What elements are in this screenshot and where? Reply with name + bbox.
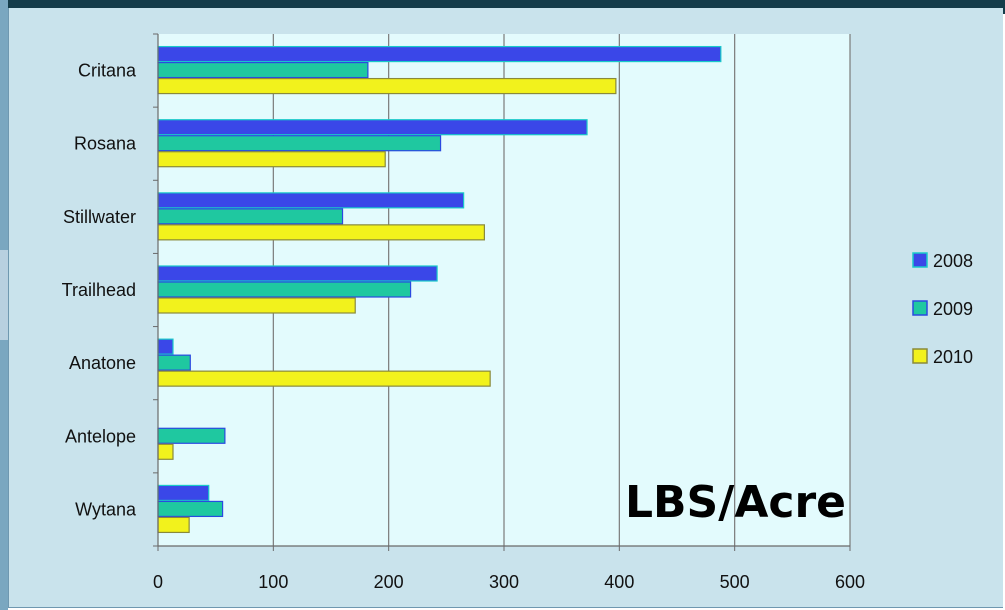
category-label-critana: Critana — [78, 61, 137, 81]
units-annotation: LBS/Acre — [625, 477, 846, 528]
category-label-anatone: Anatone — [69, 353, 136, 373]
bar-anatone-2010 — [157, 370, 491, 387]
x-tick-label-400: 400 — [604, 572, 634, 592]
legend-label-2010: 2010 — [933, 347, 973, 367]
x-tick-label-300: 300 — [489, 572, 519, 592]
category-label-trailhead: Trailhead — [62, 280, 136, 300]
legend-swatch-2008 — [912, 252, 928, 268]
legend-swatch-2009 — [912, 300, 928, 316]
x-tick-labels: 0 100 200 300 400 500 600 — [153, 572, 865, 592]
category-labels: Critana Rosana Stillwater Trailhead Anatone A… — [62, 61, 137, 520]
bars — [157, 45, 722, 534]
window-left-edge-band — [0, 250, 8, 340]
bar-rosana-2008 — [157, 119, 588, 136]
category-label-antelope: Antelope — [65, 426, 136, 446]
category-label-wytana: Wytana — [75, 499, 137, 519]
bar-stillwater-2010 — [157, 224, 485, 241]
bar-anatone-2008 — [157, 338, 174, 355]
bar-trailhead-2008 — [157, 265, 438, 282]
x-tick-label-0: 0 — [153, 572, 163, 592]
bar-critana-2008 — [157, 45, 722, 63]
x-tick-label-600: 600 — [835, 572, 865, 592]
x-tick-label-500: 500 — [720, 572, 750, 592]
bar-wytana-2010 — [157, 516, 190, 534]
bar-wytana-2008 — [157, 484, 210, 502]
bar-wytana-2009 — [157, 500, 224, 518]
category-label-stillwater: Stillwater — [63, 207, 136, 227]
bar-stillwater-2008 — [157, 192, 465, 209]
bar-rosana-2010 — [157, 151, 386, 168]
legend-swatch-2010 — [912, 348, 928, 364]
x-tick-label-100: 100 — [258, 572, 288, 592]
legend: 2008 2009 2010 — [912, 251, 973, 367]
bar-trailhead-2009 — [157, 281, 412, 298]
axes — [153, 33, 850, 547]
bar-antelope-2009 — [157, 427, 226, 444]
bar-antelope-2010 — [157, 443, 174, 460]
category-label-rosana: Rosana — [74, 134, 137, 154]
legend-label-2009: 2009 — [933, 299, 973, 319]
bar-trailhead-2010 — [157, 297, 356, 314]
bar-stillwater-2009 — [157, 208, 344, 225]
bar-critana-2010 — [157, 77, 617, 95]
legend-label-2008: 2008 — [933, 251, 973, 271]
bar-critana-2009 — [157, 61, 369, 79]
bar-rosana-2009 — [157, 135, 442, 152]
bar-anatone-2009 — [157, 354, 191, 371]
x-tick-label-200: 200 — [374, 572, 404, 592]
